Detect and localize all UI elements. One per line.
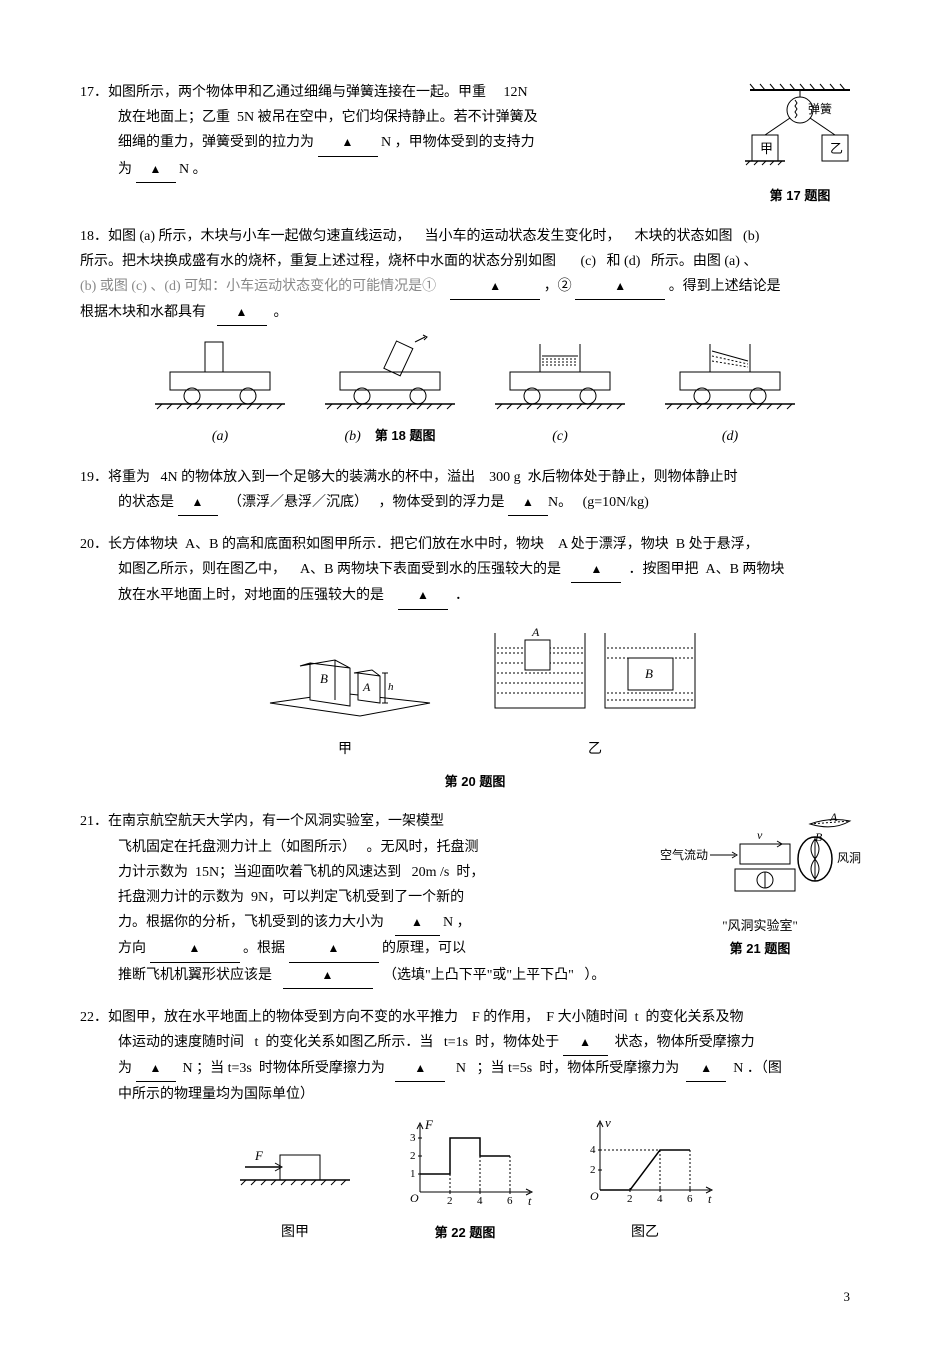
- svg-text:2: 2: [590, 1164, 596, 1176]
- svg-text:弹簧: 弹簧: [808, 101, 832, 116]
- spring-diagram: 弹簧 甲 乙: [730, 80, 870, 175]
- cart-a: [150, 334, 290, 414]
- question-22: 22．如图甲，放在水平地面上的物体受到方向不变的水平推力 F 的作用， F 大小…: [80, 1005, 870, 1245]
- question-20: 20．长方体物块 A、B 的高和底面积如图甲所示．把它们放在水中时，物块 A 处…: [80, 532, 870, 793]
- blank: ▲: [395, 910, 440, 936]
- svg-text:3: 3: [410, 1132, 416, 1144]
- svg-text:2: 2: [410, 1150, 416, 1162]
- svg-text:t: t: [708, 1192, 712, 1206]
- svg-text:4: 4: [477, 1195, 483, 1207]
- q18-num: 18．: [80, 229, 108, 244]
- svg-text:A: A: [362, 680, 371, 694]
- svg-text:6: 6: [687, 1193, 693, 1205]
- figure-21-caption: 第 21 题图: [650, 937, 870, 960]
- blank: ▲: [395, 1056, 445, 1082]
- question-18: 18．如图 (a) 所示，木块与小车一起做匀速直线运动， 当小车的运动状态发生变…: [80, 224, 870, 449]
- blocks-water: A B: [480, 618, 710, 728]
- blank: ▲: [136, 1056, 176, 1082]
- blank: ▲: [289, 936, 379, 962]
- blank: ▲: [318, 130, 378, 156]
- svg-text:v: v: [605, 1115, 611, 1130]
- blank: ▲: [217, 300, 267, 326]
- question-21: A B v 空气流动 风洞 "风洞实验室" 第 21 题图 21．在南京航空航天…: [80, 809, 870, 988]
- block-force: F: [230, 1130, 360, 1210]
- blank: ▲: [150, 936, 240, 962]
- blank: ▲: [283, 963, 373, 989]
- figure-17-caption: 第 17 题图: [730, 184, 870, 207]
- svg-text:A: A: [531, 625, 540, 639]
- q21-num: 21．: [80, 814, 108, 829]
- svg-text:t: t: [528, 1194, 532, 1208]
- blank: ▲: [571, 557, 621, 583]
- figure-17: 弹簧 甲 乙 第 17 题图: [730, 80, 870, 208]
- figure-22-row: F 图甲 F 1 2 3 2 4 6 O t: [80, 1115, 870, 1244]
- v-t-chart: v 2 4 2 4 6 O t: [570, 1115, 720, 1210]
- question-17: 弹簧 甲 乙 第 17 题图 17．如图所示，两个物体甲和乙通过细绳与弹簧连接在…: [80, 80, 870, 208]
- svg-text:2: 2: [447, 1195, 453, 1207]
- figure-20-caption: 第 20 题图: [80, 770, 870, 793]
- cart-d: [660, 334, 800, 414]
- svg-text:h: h: [388, 681, 394, 693]
- svg-text:O: O: [410, 1191, 419, 1205]
- svg-text:6: 6: [507, 1195, 513, 1207]
- question-19: 19．将重为 4N 的物体放入到一个足够大的装满水的杯中，溢出 300 g 水后…: [80, 465, 870, 516]
- svg-text:空气流动: 空气流动: [660, 847, 708, 862]
- wind-tunnel: A B v 空气流动 风洞: [655, 809, 865, 904]
- svg-text:1: 1: [410, 1168, 416, 1180]
- blank: ▲: [563, 1030, 608, 1056]
- svg-text:F: F: [424, 1117, 434, 1132]
- blank: ▲: [508, 490, 548, 516]
- q20-num: 20．: [80, 537, 108, 552]
- f-t-chart: F 1 2 3 2 4 6 O t: [390, 1117, 540, 1212]
- svg-text:O: O: [590, 1189, 599, 1203]
- svg-text:B: B: [320, 671, 328, 686]
- svg-text:2: 2: [627, 1193, 633, 1205]
- blank: ▲: [575, 274, 665, 300]
- cart-b: [320, 334, 460, 414]
- q17-num: 17．: [80, 85, 108, 100]
- svg-text:v: v: [757, 828, 763, 842]
- q22-num: 22．: [80, 1010, 108, 1025]
- svg-text:甲: 甲: [760, 141, 773, 156]
- blocks-ground: B A h: [240, 618, 450, 728]
- blank: ▲: [178, 490, 218, 516]
- svg-text:风洞: 风洞: [837, 851, 861, 865]
- page-number: 3: [80, 1285, 870, 1308]
- blank: ▲: [398, 583, 448, 609]
- figure-22-caption: 第 22 题图: [390, 1221, 540, 1244]
- figure-20-row: B A h 甲 A: [80, 618, 870, 762]
- blank: ▲: [136, 157, 176, 183]
- blank: ▲: [686, 1056, 726, 1082]
- figure-18-row: (a) (b) 第 18 题图: [80, 334, 870, 448]
- svg-text:4: 4: [590, 1144, 596, 1156]
- figure-21: A B v 空气流动 风洞 "风洞实验室" 第 21 题图: [650, 809, 870, 960]
- cart-c: [490, 334, 630, 414]
- blank: ▲: [450, 274, 540, 300]
- svg-text:B: B: [645, 666, 653, 681]
- svg-text:乙: 乙: [830, 141, 843, 156]
- svg-text:4: 4: [657, 1193, 663, 1205]
- svg-text:A: A: [829, 810, 838, 824]
- q19-num: 19．: [80, 470, 108, 485]
- svg-text:F: F: [254, 1148, 264, 1163]
